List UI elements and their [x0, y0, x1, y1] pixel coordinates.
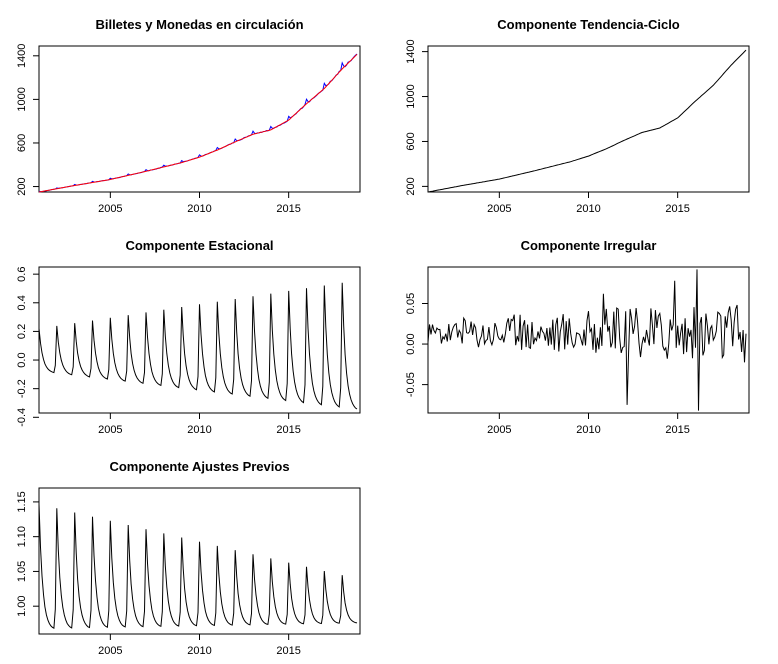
y-tick-label: 1.00 [16, 595, 28, 616]
y-tick-label: 1000 [405, 84, 417, 108]
y-tick-label: -0.05 [405, 372, 417, 397]
series-line-trend_seasonal [38, 53, 358, 193]
series-line-seasonal [38, 282, 358, 410]
y-tick-label: -0.4 [16, 408, 28, 427]
plot-frame [427, 266, 750, 414]
chart-panel-irregular: Componente Irregular 2005 2010 2015 -0.05 0.0… [389, 221, 778, 442]
x-tick-label: 2010 [576, 424, 600, 436]
y-tick-label: 600 [405, 132, 417, 150]
y-tick-label: 200 [405, 177, 417, 195]
x-tick-label: 2010 [187, 424, 211, 436]
x-tick-label: 2015 [665, 424, 689, 436]
plot-frame [38, 266, 361, 414]
x-tick-label: 2015 [665, 203, 689, 215]
series-line-trend [38, 54, 358, 193]
x-tick-label: 2005 [487, 424, 511, 436]
y-tick-label: 200 [16, 177, 28, 195]
x-tick-label: 2010 [576, 203, 600, 215]
x-tick-label: 2010 [187, 645, 211, 657]
y-tick-label: 0.6 [16, 267, 28, 282]
chart-title: Componente Irregular [521, 238, 657, 253]
series-line-irregular [427, 269, 747, 411]
y-tick-label: 1400 [405, 39, 417, 63]
chart-svg: Componente Ajustes Previos 2005 2010 2015 1.… [16, 459, 361, 657]
chart-svg: Componente Tendencia-Ciclo 2005 2010 2015 20… [405, 17, 750, 215]
y-tick-label: 1.05 [16, 561, 28, 582]
x-tick-label: 2010 [187, 203, 211, 215]
y-tick-label: 600 [16, 134, 28, 152]
plot-frame [427, 45, 750, 193]
y-tick-label: -0.2 [16, 379, 28, 398]
x-tick-label: 2015 [276, 203, 300, 215]
y-tick-label: 1000 [16, 87, 28, 111]
chart-panel-tendencia: Componente Tendencia-Ciclo 2005 2010 2015 20… [389, 0, 778, 221]
x-tick-label: 2015 [276, 645, 300, 657]
chart-title: Componente Tendencia-Ciclo [497, 17, 680, 32]
chart-svg: Componente Irregular 2005 2010 2015 -0.05 0.0… [405, 238, 750, 436]
series-line-adjust [38, 504, 358, 630]
chart-panel-ajustes: Componente Ajustes Previos 2005 2010 2015 1.… [0, 442, 389, 663]
y-tick-label: 1.15 [16, 491, 28, 512]
y-tick-label: 1400 [16, 44, 28, 68]
plot-frame [38, 45, 361, 193]
chart-title: Componente Estacional [125, 238, 273, 253]
chart-panel-estacional: Componente Estacional 2005 2010 2015 -0.4 -0.… [0, 221, 389, 442]
x-tick-label: 2015 [276, 424, 300, 436]
x-tick-label: 2005 [487, 203, 511, 215]
y-tick-label: 0.2 [16, 324, 28, 339]
chart-svg: Billetes y Monedas en circulación 2005 201… [16, 17, 361, 215]
chart-panel-billetes: Billetes y Monedas en circulación 2005 201… [0, 0, 389, 221]
y-tick-label: 0.05 [405, 293, 417, 314]
x-tick-label: 2005 [98, 203, 122, 215]
chart-title: Componente Ajustes Previos [109, 459, 289, 474]
x-tick-label: 2005 [98, 645, 122, 657]
y-tick-label: 0.4 [16, 295, 28, 310]
chart-title: Billetes y Monedas en circulación [95, 17, 303, 32]
y-tick-label: 1.10 [16, 526, 28, 547]
y-tick-label: 0.0 [16, 352, 28, 367]
x-tick-label: 2005 [98, 424, 122, 436]
series-line-trend [427, 49, 747, 193]
y-tick-label: 0.00 [405, 333, 417, 354]
chart-svg: Componente Estacional 2005 2010 2015 -0.4 -0.… [16, 238, 361, 436]
